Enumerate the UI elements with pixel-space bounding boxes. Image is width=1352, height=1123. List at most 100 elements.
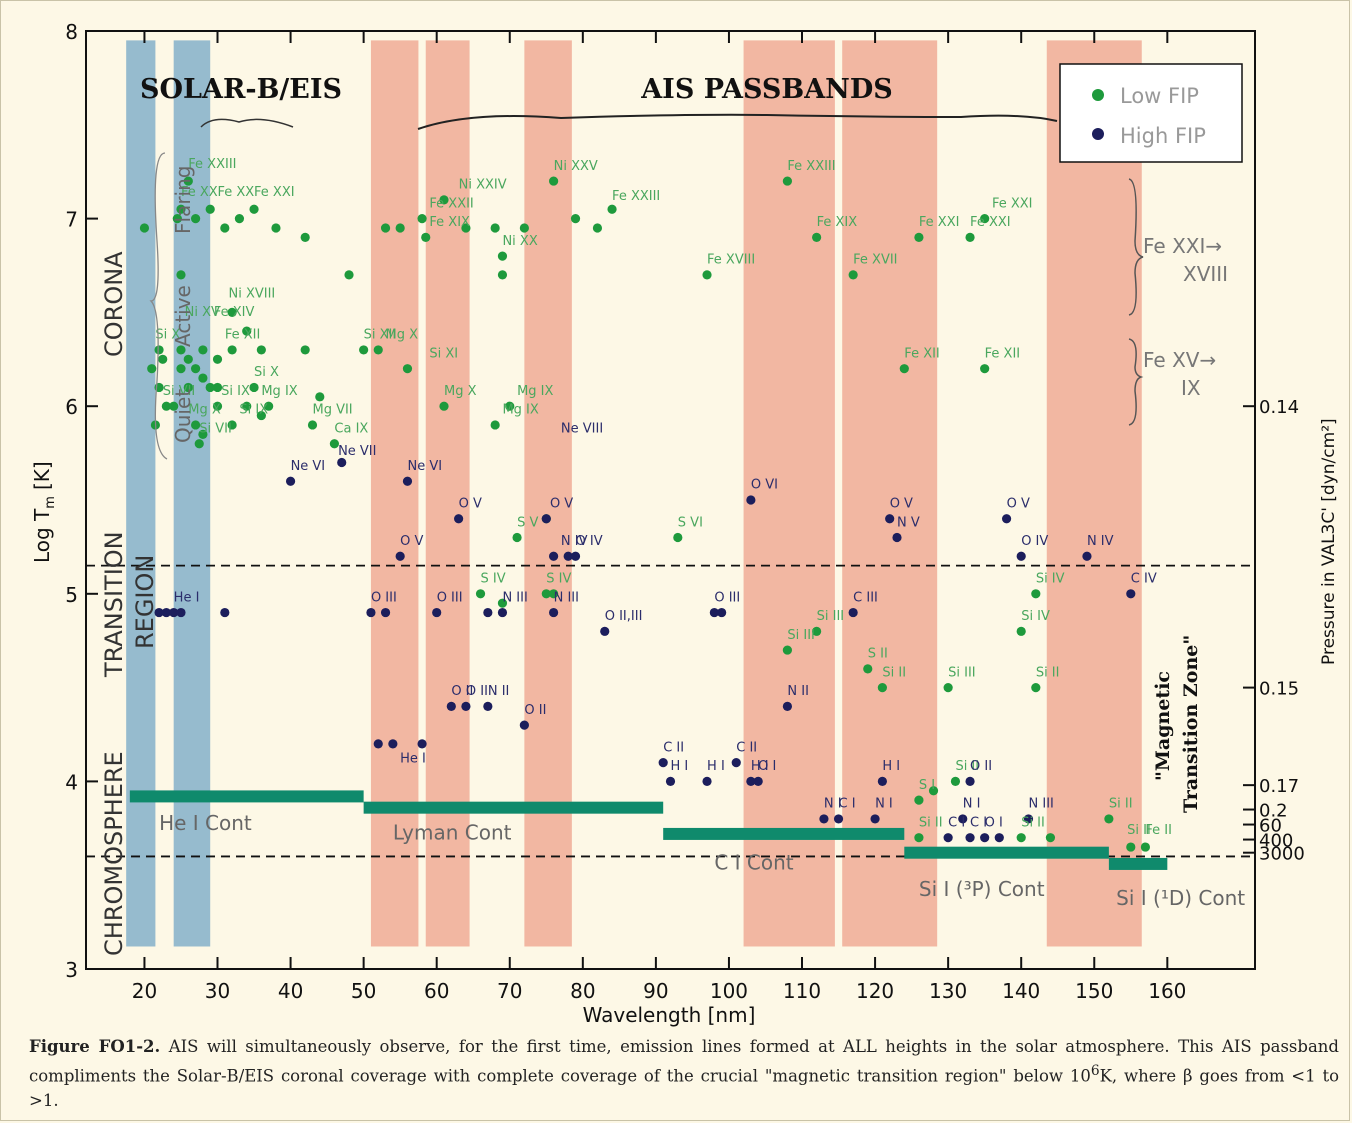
y2-tick-label-5: 400 <box>1259 831 1293 852</box>
low-fip-point-42 <box>256 410 266 421</box>
low-fip-point-28 <box>234 214 245 224</box>
line-label-8: Fe XII <box>225 328 260 343</box>
line-label-25: Mg IX <box>502 403 538 418</box>
line-label-96: Si II <box>919 815 943 830</box>
low-fip-point-62 <box>592 223 603 233</box>
low-fip-point-35 <box>227 345 237 355</box>
y-tick-label-4: 7 <box>65 208 78 232</box>
low-fip-point-51 <box>395 223 405 233</box>
x-tick-label-14: 160 <box>1148 979 1186 1003</box>
line-label-10: Si VII <box>163 384 196 399</box>
high-fip-point-8 <box>570 551 581 561</box>
legend-high-fip-marker <box>1092 128 1104 140</box>
low-fip-point-31 <box>300 232 310 242</box>
ais-band-1 <box>425 40 470 947</box>
line-label-21: Mg X <box>386 328 419 343</box>
y-axis-title-unit: [K] <box>30 461 54 490</box>
line-label-39: Fe XVIII <box>707 253 755 268</box>
low-fip-point-64 <box>439 401 449 411</box>
ais-label: AIS PASSBANDS <box>640 74 893 105</box>
line-label-68: Si III <box>787 628 815 643</box>
line-label-67: Si III <box>817 609 845 624</box>
line-label-61: N III <box>502 590 527 605</box>
low-fip-point-94 <box>914 833 924 843</box>
high-fip-point-15 <box>1126 589 1136 599</box>
quiet-label: Quiet <box>171 389 195 443</box>
low-fip-point-61 <box>570 214 581 224</box>
line-label-81: C II <box>663 740 684 755</box>
low-fip-point-87 <box>943 683 953 693</box>
y-axis-title-main: Log T <box>30 508 54 563</box>
high-fip-point-29 <box>717 607 727 618</box>
line-label-78: N II <box>488 684 510 699</box>
line-label-99: O I <box>985 815 1003 830</box>
low-fip-point-33 <box>227 307 237 317</box>
low-fip-point-25 <box>190 214 201 224</box>
line-label-51: O V <box>890 497 913 512</box>
line-label-90: S I <box>919 778 935 793</box>
line-label-60: S IV <box>481 572 506 587</box>
low-fip-point-40 <box>256 345 266 355</box>
line-label-86: O I <box>758 759 776 774</box>
line-label-77: O II <box>466 684 488 699</box>
line-label-37: Fe XXI <box>970 215 1011 230</box>
high-fip-point-20 <box>220 607 230 618</box>
caption-text-2: K, where β goes from <1 to >1. <box>29 1066 1340 1110</box>
x-tick-label-3: 50 <box>351 979 376 1003</box>
low-fip-point-86 <box>877 683 887 693</box>
line-label-54: O IV <box>1021 534 1048 549</box>
fe-high-label-2: XVIII <box>1183 262 1228 286</box>
line-label-50: S VI <box>678 515 703 530</box>
low-fip-point-43 <box>300 345 310 355</box>
low-fip-point-82 <box>980 214 990 224</box>
line-label-62: S IV <box>546 572 571 587</box>
line-label-24: Mg IX <box>517 384 553 399</box>
low-fip-point-77 <box>848 270 858 280</box>
x-tick-label-10: 120 <box>856 979 894 1003</box>
y2-tick-label-0: 0.14 <box>1259 397 1299 418</box>
fe-high-brace <box>1128 178 1144 316</box>
low-fip-point-48 <box>402 364 413 374</box>
high-fip-point-36 <box>373 739 383 749</box>
high-fip-point-12 <box>1001 514 1012 524</box>
high-fip-point-53 <box>980 833 990 843</box>
high-fip-point-26 <box>549 607 559 618</box>
low-fip-point-23 <box>176 204 186 214</box>
line-label-97: C I <box>948 815 965 830</box>
line-label-1: Fe XX <box>181 185 218 200</box>
low-fip-point-46 <box>359 345 369 355</box>
high-fip-point-25 <box>497 607 508 618</box>
line-label-52: N V <box>897 515 920 530</box>
high-fip-point-7 <box>563 551 573 561</box>
low-fip-point-84 <box>782 645 793 655</box>
line-label-102: Si II <box>1127 823 1151 838</box>
line-label-75: N II <box>787 684 809 699</box>
high-fip-point-14 <box>1082 551 1092 561</box>
low-fip-point-8 <box>176 345 186 355</box>
low-fip-point-49 <box>315 392 325 402</box>
line-label-55: N IV <box>1087 534 1114 549</box>
high-fip-point-49 <box>870 814 880 824</box>
low-fip-point-18 <box>190 420 201 430</box>
low-fip-point-16 <box>212 354 223 364</box>
low-fip-point-37 <box>227 420 237 430</box>
low-fip-point-52 <box>417 214 427 224</box>
low-fip-point-2 <box>158 354 168 364</box>
high-fip-point-42 <box>731 758 741 768</box>
continuum-label-4: Si I (¹D) Cont <box>1116 886 1245 910</box>
low-fip-point-88 <box>1031 589 1041 599</box>
line-label-72: Si IV <box>1036 572 1065 587</box>
chromosphere-label: CHROMOSPHERE <box>100 751 128 956</box>
high-fip-point-22 <box>380 607 391 618</box>
high-fip-point-39 <box>658 758 668 768</box>
high-fip-point-55 <box>1023 814 1034 824</box>
high-fip-point-52 <box>965 833 975 843</box>
high-fip-point-47 <box>819 814 829 824</box>
low-fip-point-80 <box>965 232 975 242</box>
region-label: REGION <box>131 555 159 649</box>
line-label-38: Fe XXI <box>992 196 1033 211</box>
high-fip-point-17 <box>161 607 171 618</box>
low-fip-point-59 <box>519 223 529 233</box>
high-fip-point-19 <box>176 607 186 618</box>
low-fip-point-9 <box>176 364 186 374</box>
